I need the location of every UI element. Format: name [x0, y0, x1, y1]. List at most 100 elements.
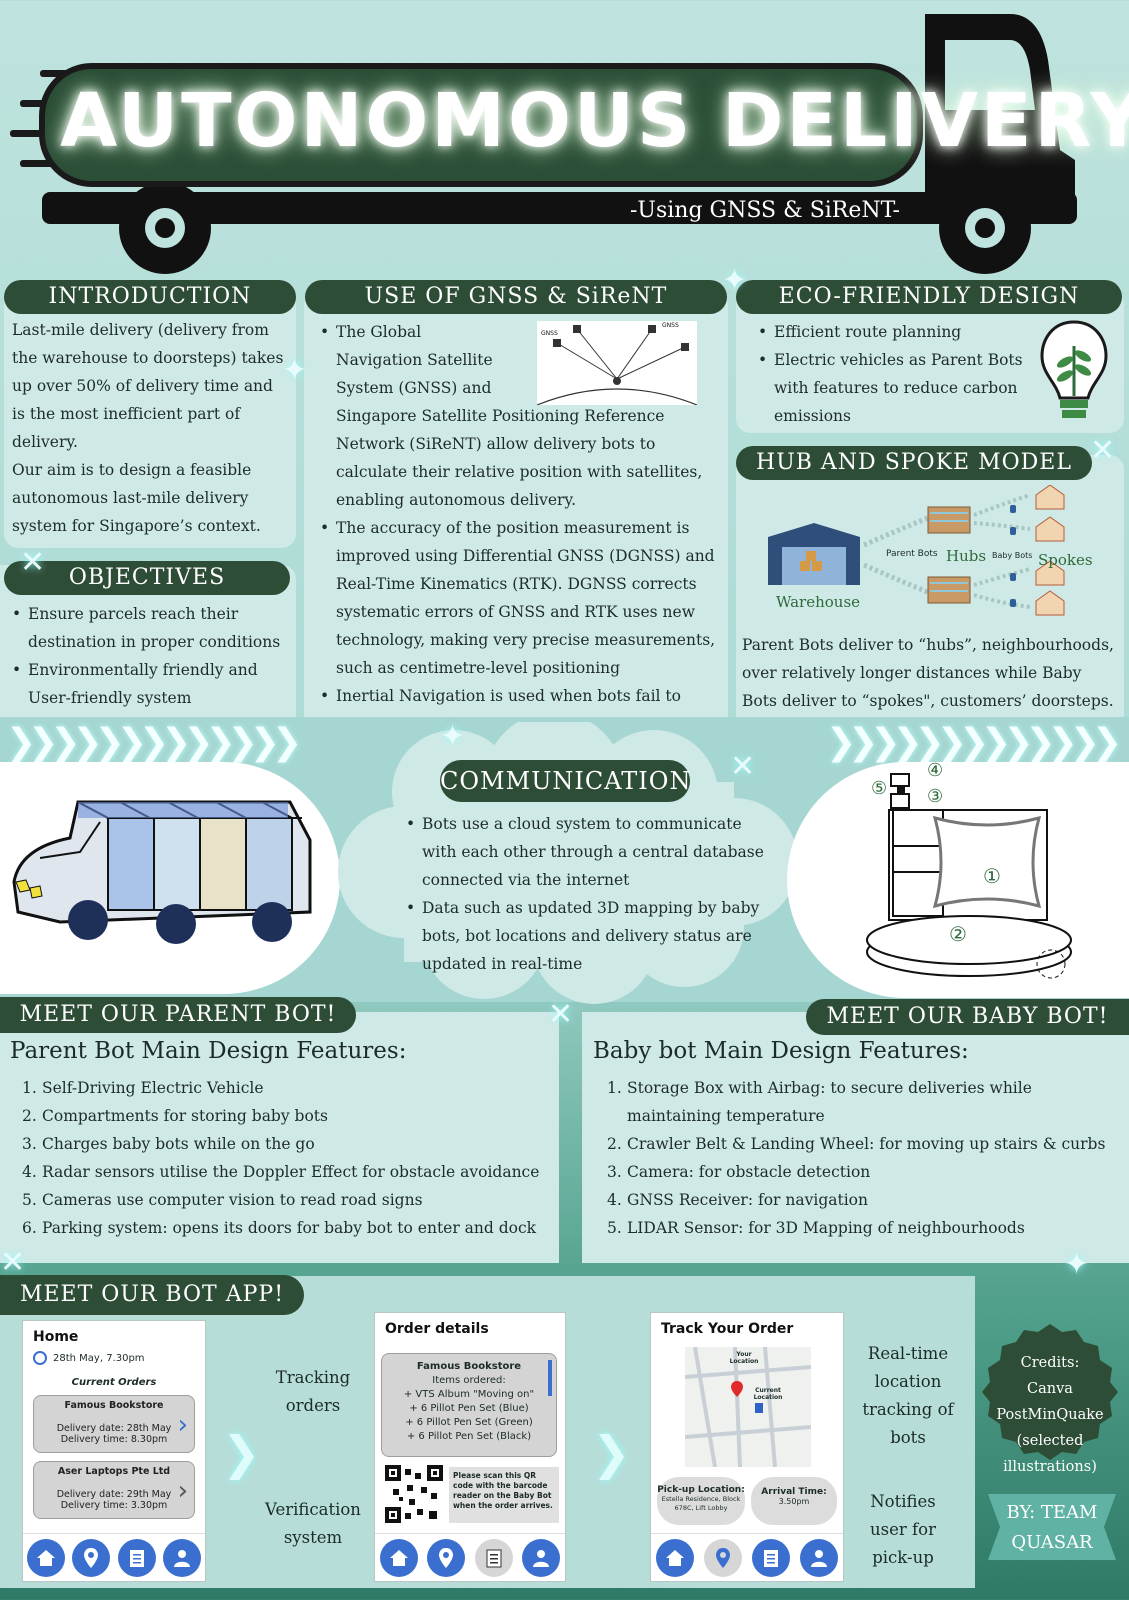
- map-view[interactable]: Your Location Current Location: [685, 1347, 811, 1467]
- callout-5: ⑤: [871, 778, 888, 799]
- ordered-item: + 6 Pillot Pen Set (Blue): [409, 1403, 529, 1414]
- clipboard-icon[interactable]: [752, 1538, 790, 1577]
- order-details-title: Order details: [385, 1321, 489, 1337]
- location-pin-icon[interactable]: [72, 1538, 111, 1577]
- eco-item: Electric vehicles as Parent Bots with fe…: [758, 346, 1028, 430]
- clock-icon: [33, 1351, 47, 1365]
- parent-feature: 5. Cameras use computer vision to read ro…: [22, 1191, 423, 1209]
- sparkle-icon: ✕: [730, 749, 756, 784]
- arrival-value: 3.50pm: [778, 1497, 810, 1506]
- label-hubs: Hubs: [946, 547, 987, 565]
- chevron-right-icon: ❯❯❯❯❯❯❯❯❯❯❯❯❯: [6, 722, 302, 763]
- location-pin-icon[interactable]: [704, 1538, 742, 1577]
- track-order-screen: Track Your Order Your Location Current L…: [650, 1312, 844, 1582]
- hub-heading: HUB AND SPOKE MODEL: [736, 446, 1092, 480]
- lightbulb-icon: [1038, 318, 1110, 426]
- label-realtime-tracking: Real-time location tracking of bots: [862, 1344, 954, 1447]
- objectives-list: Ensure parcels reach their destination i…: [12, 600, 294, 712]
- order-date: Delivery date: 28th May: [56, 1423, 172, 1434]
- chevron-right-icon[interactable]: ›: [177, 1476, 188, 1506]
- ordered-item: + 6 Pillot Pen Set (Black): [406, 1431, 532, 1442]
- parent-bot-panel: [0, 1012, 559, 1263]
- baby-bot-panel: [582, 1012, 1129, 1263]
- parent-bot-illustration: [0, 762, 340, 994]
- home-icon[interactable]: [379, 1538, 418, 1577]
- credits-badge: Credits: Canva PostMinQuake (selected il…: [980, 1322, 1120, 1475]
- baby-feature: 3. Camera: for obstacle detection: [607, 1163, 871, 1181]
- order-time: Delivery time: 8.30pm: [60, 1434, 168, 1445]
- ordered-item: + VTS Album "Moving on": [403, 1389, 535, 1400]
- communication-item: Bots use a cloud system to communicate w…: [406, 810, 776, 894]
- team-text: BY: TEAM QUASAR: [1006, 1502, 1098, 1553]
- label-baby-bots: Baby Bots: [992, 551, 1033, 560]
- baby-bot-subheading: Baby bot Main Design Features:: [593, 1038, 969, 1064]
- hub-spoke-diagram: Warehouse Parent Bots Hubs Baby Bots Spo…: [760, 484, 1120, 635]
- sparkle-icon: ✦: [1064, 1247, 1090, 1282]
- callout-4: ④: [927, 760, 944, 781]
- home-icon[interactable]: [656, 1538, 694, 1577]
- introduction-heading: INTRODUCTION: [4, 280, 296, 314]
- parent-feature: 2. Compartments for storing baby bots: [22, 1107, 328, 1125]
- parent-bot-subheading: Parent Bot Main Design Features:: [10, 1038, 407, 1064]
- baby-feature: 4. GNSS Receiver: for navigation: [607, 1191, 868, 1209]
- sparkle-icon: ✕: [548, 997, 574, 1032]
- objective-item: Ensure parcels reach their destination i…: [12, 600, 294, 656]
- order-details-screen: Order details Famous Bookstore Items ord…: [374, 1312, 566, 1582]
- gnss-list: The Global Navigation Satellite System (…: [320, 318, 724, 738]
- introduction-text: Last-mile delivery (delivery from the wa…: [12, 316, 290, 540]
- main-title: AUTONOMOUS DELIVERY: [60, 78, 1129, 164]
- intro-paragraph-2: Our aim is to design a feasible autonomo…: [12, 461, 261, 535]
- qr-code-icon: [385, 1465, 443, 1523]
- sparkle-icon: ✕: [20, 545, 46, 580]
- qr-note: Please scan this QR code with the barcod…: [449, 1467, 559, 1523]
- order-store: Aser Laptops Pte Ltd: [57, 1466, 171, 1477]
- baby-feature: 5. LIDAR Sensor: for 3D Mapping of neighb…: [607, 1219, 1025, 1237]
- eco-list: Efficient route planning Electric vehicl…: [758, 318, 1028, 430]
- label-verification-system: Verification system: [265, 1500, 361, 1547]
- order-card[interactable]: Famous Bookstore Delivery date: 28th May…: [33, 1395, 195, 1453]
- sparkle-icon: ✦: [722, 263, 748, 298]
- pickup-label: Pick-up Location:: [657, 1485, 745, 1495]
- scrollbar[interactable]: [548, 1360, 552, 1396]
- home-icon[interactable]: [26, 1538, 65, 1577]
- order-date: Delivery date: 29th May: [56, 1489, 172, 1500]
- pickup-value: Estella Residence, Block 678C, Lift Lobb…: [661, 1495, 741, 1512]
- user-icon[interactable]: [163, 1538, 202, 1577]
- introduction-panel: [4, 290, 296, 548]
- label-parent-bots: Parent Bots: [886, 549, 938, 559]
- communication-item: Data such as updated 3D mapping by baby …: [406, 894, 776, 978]
- eco-item: Efficient route planning: [758, 318, 1028, 346]
- callout-1: ①: [983, 864, 1001, 888]
- track-title: Track Your Order: [661, 1321, 794, 1337]
- home-title: Home: [33, 1329, 79, 1345]
- bottom-nav: [651, 1533, 843, 1581]
- chevron-right-icon: ❯: [592, 1426, 631, 1480]
- label-tracking-orders: Tracking orders: [275, 1368, 351, 1415]
- bottom-nav: [375, 1533, 565, 1581]
- parent-feature: 1. Self-Driving Electric Vehicle: [22, 1079, 264, 1097]
- order-store: Famous Bookstore: [64, 1400, 164, 1411]
- location-pin-icon[interactable]: [427, 1538, 466, 1577]
- gnss-heading: USE OF GNSS & SiReNT: [305, 280, 727, 314]
- clipboard-icon[interactable]: [117, 1538, 156, 1577]
- order-card[interactable]: Aser Laptops Pte Ltd Delivery date: 29th…: [33, 1461, 195, 1519]
- parent-feature: 4. Radar sensors utilise the Doppler Effe…: [22, 1163, 540, 1181]
- parent-feature: 6. Parking system: opens its doors for ba…: [22, 1219, 537, 1237]
- gnss-item: The accuracy of the position measurement…: [320, 514, 724, 682]
- chevron-right-icon[interactable]: ›: [177, 1410, 188, 1440]
- bottom-nav: [23, 1533, 205, 1581]
- communication-heading: COMMUNICATION: [440, 760, 690, 802]
- label-notifies-pickup: Notifies user for pick-up: [870, 1492, 936, 1567]
- pickup-card: Pick-up Location: Estella Residence, Blo…: [657, 1477, 745, 1525]
- clipboard-icon[interactable]: [474, 1538, 513, 1577]
- callout-2: ②: [949, 922, 967, 946]
- order-details-store: Famous Bookstore: [416, 1361, 522, 1372]
- ordered-item: + 6 Pillot Pen Set (Green): [405, 1417, 533, 1428]
- user-icon[interactable]: [800, 1538, 838, 1577]
- hub-description: Parent Bots deliver to “hubs”, neighbour…: [742, 636, 1114, 710]
- baby-bot-illustration: ① ② ③ ④ ⑤: [787, 760, 1129, 998]
- items-ordered-label: Items ordered:: [432, 1375, 506, 1386]
- baby-bot-list: 1. Storage Box with Airbag: to secure del…: [607, 1074, 1125, 1242]
- baby-feature: 2. Crawler Belt & Landing Wheel: for movi…: [607, 1135, 1106, 1153]
- user-icon[interactable]: [522, 1538, 561, 1577]
